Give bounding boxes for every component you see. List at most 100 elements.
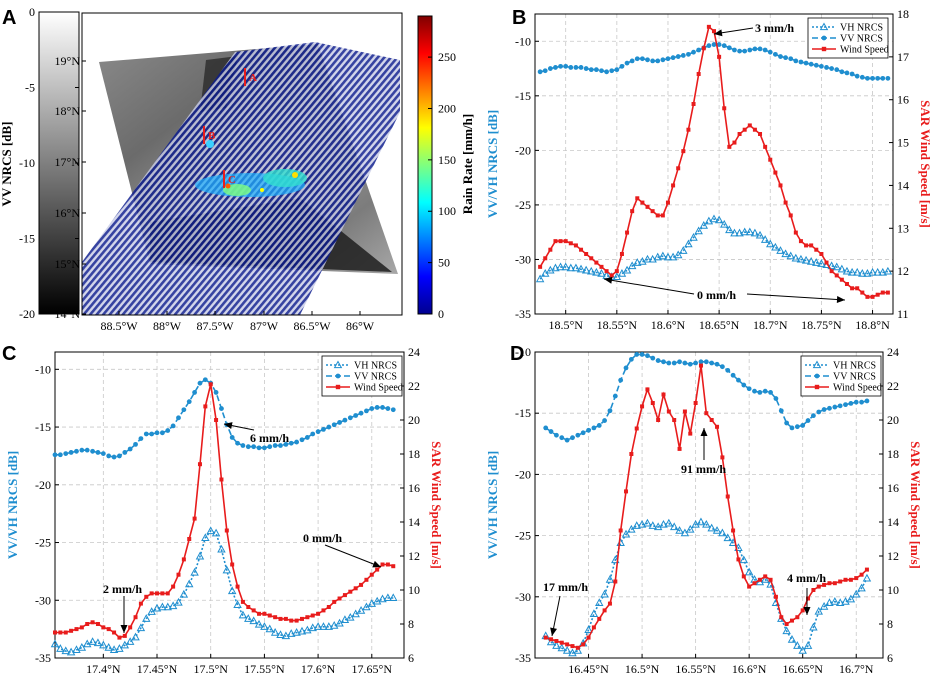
wind-speed-point	[597, 616, 602, 621]
wind-speed-point	[602, 608, 607, 613]
vv-nrcs-point	[639, 352, 645, 357]
vv-nrcs-point	[650, 58, 656, 64]
annotation-arrowhead	[836, 296, 845, 304]
wind-speed-point	[682, 409, 687, 414]
wind-speed-point	[289, 618, 294, 623]
vv-nrcs-point	[778, 54, 783, 59]
vv-nrcs-point	[624, 60, 630, 66]
sar-map: A B C 88.5°W 88°W 87.5°W 87°W 86.5°W 86°W 14°N…	[55, 12, 403, 333]
vh-nrcs-point	[88, 637, 97, 645]
wind-speed-point	[839, 277, 844, 282]
vv-nrcs-point	[885, 75, 891, 81]
vh-nrcs-point	[82, 639, 92, 648]
annotation-arrowhead	[714, 29, 723, 37]
wind-speed-point	[832, 581, 837, 586]
vv-nrcs-point	[583, 66, 589, 71]
vv-nrcs-point	[390, 407, 396, 413]
vh-nrcs-point	[281, 631, 291, 640]
y-right-tick-label: 18	[408, 447, 420, 461]
x-tick-label: 16.7°N	[839, 662, 874, 676]
panel-letter: C	[2, 343, 16, 365]
y-right-axis-label: SAR Wind Speed [m/s]	[918, 100, 933, 228]
vv-nrcs-point	[607, 408, 613, 414]
vh-nrcs-line	[545, 521, 868, 654]
vv-nrcs-point	[865, 75, 870, 81]
wind-speed-point	[591, 625, 596, 630]
wind-speed-point	[677, 446, 682, 451]
wind-speed-point	[870, 294, 875, 299]
vv-nrcs-point	[703, 359, 709, 365]
vv-nrcs-point	[660, 57, 666, 63]
wind-speed-point	[176, 572, 181, 577]
vh-nrcs-point	[265, 624, 275, 633]
wind-speed-point	[789, 618, 794, 623]
vv-nrcs-point	[278, 443, 283, 448]
map-x-tick-label: 87.5°W	[196, 319, 234, 333]
vh-nrcs-point	[600, 589, 609, 598]
map-y-tick-label: 14°N	[55, 307, 81, 321]
wind-speed-point	[829, 269, 834, 274]
vv-nrcs-point	[650, 355, 656, 361]
vh-nrcs-point	[766, 239, 775, 248]
vv-nrcs-point	[57, 452, 63, 458]
vh-nrcs-point	[740, 227, 749, 236]
vh-nrcs-point	[714, 215, 724, 224]
vv-nrcs-point	[553, 65, 558, 70]
vh-nrcs-point	[211, 528, 221, 537]
vv-nrcs-point	[665, 56, 671, 62]
vv-nrcs-point	[170, 423, 176, 429]
wind-speed-point	[737, 132, 742, 136]
vv-nrcs-point	[859, 399, 864, 405]
wind-speed-point	[364, 577, 369, 582]
y-left-tick-label: -15	[35, 420, 51, 434]
vv-nrcs-point	[591, 425, 597, 431]
vh-nrcs-point	[389, 593, 398, 602]
vv-nrcs-point	[272, 443, 278, 448]
vh-nrcs-point	[303, 625, 312, 634]
wind-speed-point	[549, 637, 554, 642]
plot-area	[55, 352, 404, 658]
vv-nrcs-point	[149, 431, 155, 437]
legend-entry: Wind Speed	[354, 383, 403, 394]
vv-nrcs-point	[547, 66, 553, 71]
vh-nrcs-point	[238, 610, 248, 619]
wind-speed-point	[543, 635, 548, 640]
vh-nrcs-point	[158, 602, 167, 611]
vh-nrcs-point	[791, 253, 801, 262]
y-left-tick-label: -15	[515, 406, 531, 420]
vh-nrcs-point	[244, 614, 253, 622]
vv-nrcs-point	[374, 405, 380, 410]
plot-frame	[54, 351, 405, 659]
wind-speed-point	[53, 630, 57, 635]
wind-speed-point	[661, 392, 666, 397]
x-tick-label: 17.4°N	[86, 662, 121, 676]
vh-nrcs-point	[163, 602, 172, 611]
square-marker	[335, 384, 341, 390]
y-right-tick-label: 20	[887, 413, 899, 427]
y-right-tick-label: 10	[887, 583, 899, 597]
vv-nrcs-point	[288, 440, 294, 446]
x-tick-label: 17.65°N	[352, 662, 393, 676]
vh-nrcs-point	[863, 268, 872, 277]
vh-nrcs-point	[787, 635, 797, 643]
vv-nrcs-point	[369, 406, 375, 411]
x-tick-label: 18.6°N	[651, 318, 686, 332]
vv-nrcs-point	[294, 439, 300, 445]
map-x-tick-label: 86°W	[346, 319, 375, 333]
wind-speed-point	[800, 608, 805, 613]
wind-speed-point	[235, 584, 240, 589]
vh-nrcs-point	[679, 246, 688, 254]
vh-nrcs-point	[581, 265, 591, 274]
vv-nrcs-point	[573, 65, 579, 70]
y-right-axis-label: SAR Wind Speed [m/s]	[908, 441, 923, 569]
vh-nrcs-point	[632, 521, 641, 529]
colorbar-right-tick-label: 0	[438, 307, 444, 321]
vv-nrcs-point	[783, 55, 788, 61]
legend-entry: Wind Speed	[833, 383, 882, 394]
wind-speed-point	[860, 290, 865, 295]
vv-nrcs-point	[74, 448, 79, 454]
vh-nrcs-point	[622, 265, 632, 274]
wind-speed-line	[55, 384, 394, 639]
vv-nrcs-point	[726, 45, 732, 51]
vv-nrcs-point	[696, 47, 702, 53]
